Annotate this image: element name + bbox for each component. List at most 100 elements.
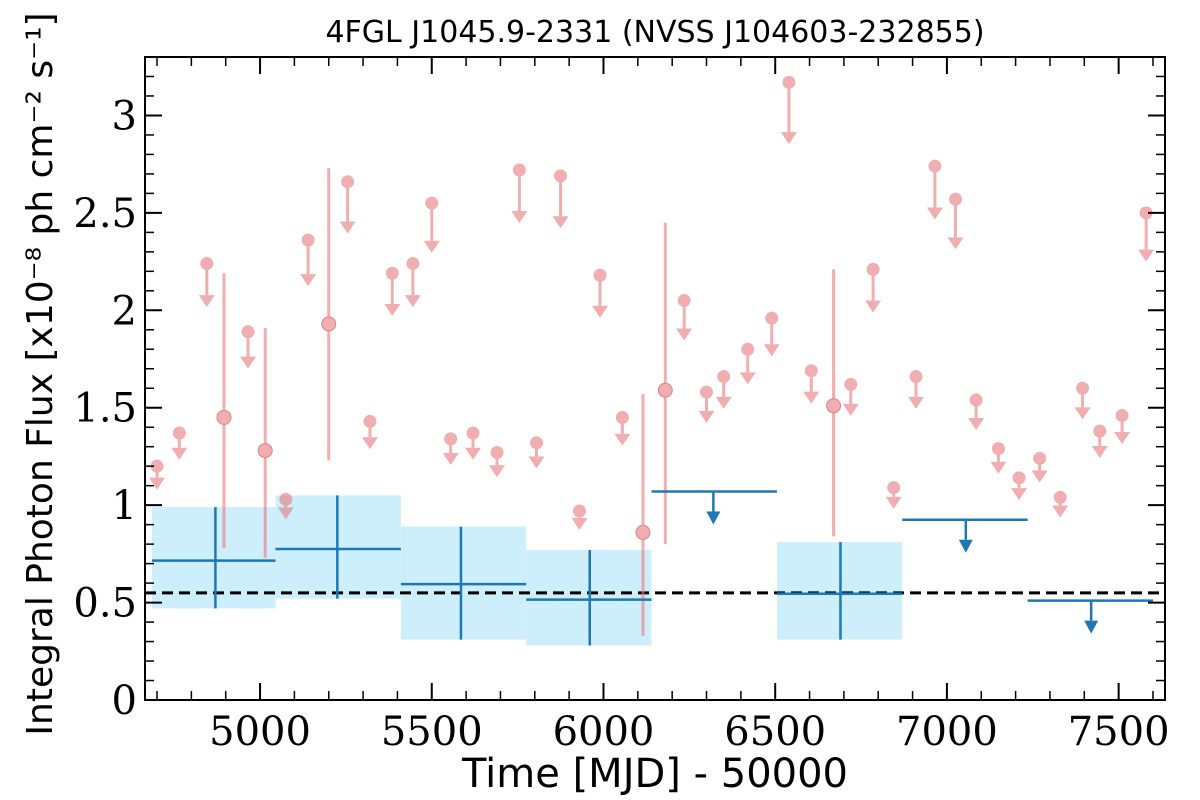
short-bin-upper-limit [1114, 409, 1131, 444]
y-tick-label: 2 [112, 288, 137, 334]
short-bin-upper-limit [908, 370, 925, 409]
upper-limit-marker [969, 393, 983, 407]
upper-limit-arrow-head [300, 274, 317, 287]
short-bin-upper-limit [947, 192, 964, 250]
y-tick-label: 1.5 [73, 386, 137, 432]
short-bin-upper-limit [361, 414, 378, 450]
upper-limit-arrow-head [489, 465, 506, 478]
upper-limit-marker [1093, 424, 1107, 438]
short-bin-upper-limit [698, 385, 715, 423]
short-bin-detection [657, 222, 673, 545]
upper-limit-arrow-head [339, 221, 356, 234]
upper-limit-marker [928, 159, 942, 173]
y-tick-label: 0 [112, 678, 137, 724]
short-bin-detection [257, 327, 273, 558]
upper-limit-arrow-head [464, 447, 481, 460]
upper-limit-arrow-head [198, 295, 215, 308]
upper-limit-arrow-head [528, 456, 545, 469]
upper-limit-arrow-head [614, 433, 631, 446]
upper-limit-arrow-head [592, 305, 609, 318]
upper-limit-arrow-head [423, 240, 440, 253]
upper-limit-arrow-head [780, 132, 797, 145]
upper-limit-arrow-head [511, 211, 528, 224]
short-bin-upper-limit [442, 432, 459, 466]
x-tick-label: 6000 [553, 709, 655, 755]
short-bin-upper-limit [739, 342, 756, 385]
short-bin-upper-limit [763, 311, 780, 357]
upper-limit-marker [844, 377, 858, 391]
x-tick-label: 7000 [896, 709, 998, 755]
upper-limit-marker [200, 257, 214, 271]
upper-limit-arrow-head [865, 300, 882, 313]
y-axis-label: Integral Photon Flux [x10⁻⁸ ph cm⁻² s⁻¹] [20, 12, 61, 735]
plot-area: 5000 5500 6000 6500 7000 7500 0 0.5 1 1.5 2 2.5 3 [73, 56, 1170, 755]
upper-limit-arrow-head [240, 356, 257, 369]
upper-limit-marker [572, 504, 586, 518]
upper-limit-marker [241, 325, 255, 339]
upper-limit-arrow-head [842, 403, 859, 416]
upper-limit-marker [301, 233, 315, 247]
short-bin-upper-limit [715, 370, 732, 409]
upper-limit-arrow-head [571, 517, 588, 530]
upper-limit-arrow-head [442, 453, 459, 466]
upper-limit-marker [341, 175, 355, 189]
upper-limit-arrow-head [1011, 488, 1028, 501]
short-bin-upper-limit [423, 196, 440, 253]
upper-limit-arrow-head [1074, 407, 1091, 420]
upper-limit-arrow-head [1138, 249, 1155, 262]
plot-frame [144, 56, 1166, 701]
upper-limit-arrow-head [947, 237, 964, 250]
short-bin-upper-limit [198, 257, 215, 308]
upper-limit-arrow-head [361, 437, 378, 450]
y-tick-label: 0.5 [73, 581, 137, 627]
short-bin-upper-limit [614, 410, 631, 446]
upper-limit-marker [150, 459, 164, 473]
upper-limit-marker [677, 294, 691, 308]
short-bin-upper-limit [149, 459, 166, 490]
detection-marker [321, 316, 337, 332]
upper-limit-arrow-head [698, 410, 715, 423]
upper-limit-arrow-head [1114, 431, 1131, 444]
upper-limit-marker [887, 481, 901, 495]
long-bin-limit-arrow-head [958, 539, 973, 553]
short-bin-upper-limit [865, 262, 882, 313]
x-tick-label: 7500 [1068, 709, 1170, 755]
short-bin-upper-limit [592, 268, 609, 318]
upper-limit-marker [530, 436, 544, 450]
short-bin-upper-limit [676, 294, 693, 341]
short-bin-upper-limit [384, 266, 401, 316]
x-tick-label: 5500 [381, 709, 483, 755]
short-bin-upper-limit [464, 426, 481, 460]
upper-limit-marker [782, 75, 796, 89]
upper-limit-arrow-head [1031, 470, 1048, 483]
short-bin-upper-limit [171, 426, 188, 460]
upper-limit-arrow-head [739, 372, 756, 385]
upper-limit-marker [866, 262, 880, 276]
short-bin-upper-limit [990, 442, 1007, 474]
long-bin-limit-arrow-head [706, 511, 721, 525]
upper-limit-marker [615, 410, 629, 424]
short-bin-upper-limit [1074, 381, 1091, 420]
short-bin-detection [321, 168, 337, 461]
upper-limit-arrow-head [1091, 445, 1108, 458]
detection-marker [216, 409, 232, 425]
upper-limit-marker [444, 432, 458, 446]
short-bin-upper-limit [489, 446, 506, 478]
upper-limit-marker [949, 192, 963, 206]
detection-marker [657, 382, 673, 398]
short-bin-upper-limit [300, 233, 317, 287]
upper-limit-arrow-head [384, 303, 401, 316]
short-bin-detection [216, 273, 232, 549]
short-bin-upper-limit [780, 75, 797, 145]
short-bin-upper-limit [404, 257, 421, 308]
upper-limit-marker [425, 196, 439, 210]
detection-marker [826, 398, 842, 414]
x-tick-label: 6500 [724, 709, 826, 755]
short-bin-upper-limit [803, 364, 820, 404]
upper-limit-arrow-head [676, 328, 693, 341]
upper-limit-marker [741, 342, 755, 356]
detection-marker [635, 524, 651, 540]
upper-limit-marker [512, 163, 526, 177]
detection-marker [257, 443, 273, 459]
